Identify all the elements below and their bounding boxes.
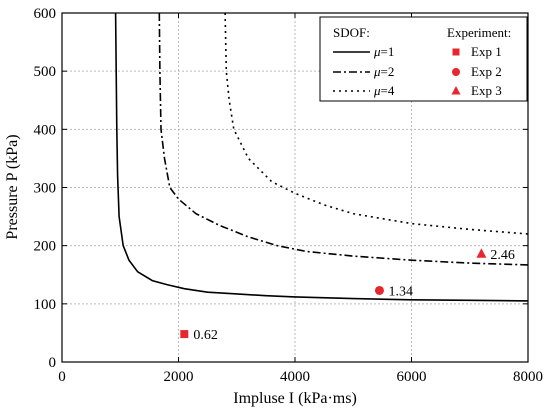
x-tick-label: 0: [58, 369, 66, 385]
legend-experiment-label-1: Exp 1: [471, 44, 502, 59]
axis-ticks: 0 2000 4000 6000 8000 0 100 200 300 400 500 600: [34, 6, 544, 385]
x-tick-label: 2000: [164, 369, 194, 385]
curves: [114, 12, 529, 302]
y-tick-label: 600: [34, 6, 57, 22]
legend-marker-1: [452, 48, 460, 56]
experiment-markers: 0.62 1.34 2.46: [180, 248, 515, 343]
legend-experiment-label-3: Exp 3: [471, 83, 502, 98]
legend-series-label-3: μ=4: [373, 83, 395, 98]
y-tick-label: 0: [49, 355, 57, 371]
y-tick-label: 200: [34, 239, 57, 255]
legend-box: [319, 16, 528, 102]
y-tick-label: 500: [34, 64, 57, 80]
y-tick-label: 400: [34, 122, 57, 138]
x-tick-label: 8000: [513, 369, 543, 385]
experiment-value-label-1: 0.62: [193, 328, 218, 343]
legend-experiment-title: Experiment:: [447, 25, 511, 40]
x-tick-label: 4000: [280, 369, 310, 385]
legend-series-label-2: μ=2: [373, 64, 394, 79]
legend-items: μ=1 μ=2 μ=4 Exp 1 Exp 2 Exp 3: [333, 44, 502, 98]
y-tick-label: 100: [34, 297, 57, 313]
x-axis-label: Impluse I (kPa·ms): [233, 390, 357, 407]
grid: [62, 13, 528, 362]
legend-marker-3: [451, 86, 461, 95]
experiment-value-label-3: 2.46: [490, 248, 515, 263]
legend: SDOF: Experiment: μ=1 μ=2 μ=4 Exp 1 Exp 2 Exp…: [319, 16, 528, 102]
experiment-point-1: [180, 330, 189, 339]
x-tick-label: 6000: [397, 369, 427, 385]
experiment-point-3: [476, 248, 487, 258]
experiment-value-label-2: 1.34: [388, 284, 413, 299]
y-tick-label: 300: [34, 181, 57, 197]
legend-sdof-title: SDOF:: [333, 25, 370, 40]
series-line-1: [114, 12, 529, 302]
legend-experiment-label-2: Exp 2: [471, 64, 502, 79]
experiment-point-2: [374, 285, 384, 295]
legend-series-label-1: μ=1: [373, 44, 394, 59]
y-axis-label: Pressure P (kPa): [4, 134, 21, 239]
legend-marker-2: [452, 68, 460, 76]
